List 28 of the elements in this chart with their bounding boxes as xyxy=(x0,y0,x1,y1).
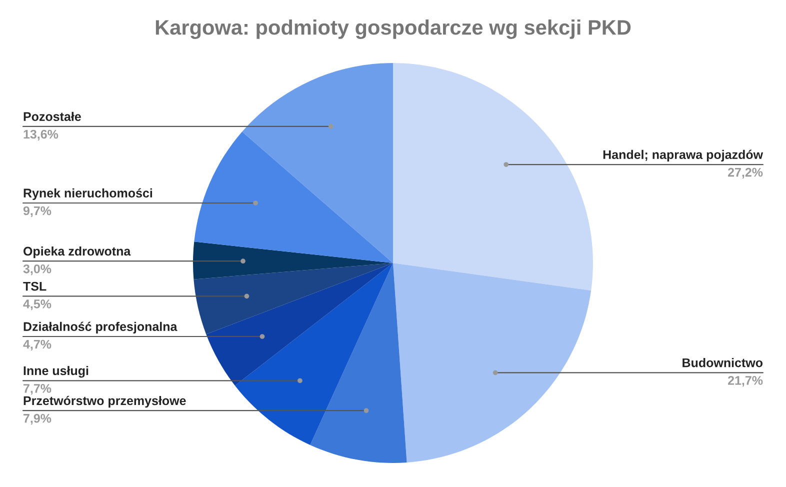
data-label: 9,7% xyxy=(23,206,52,217)
pie-slice xyxy=(193,242,393,280)
slice-label: Działalność profesjonalna xyxy=(24,322,178,334)
data-label: 13,6% xyxy=(24,130,58,140)
data-label: 21,7% xyxy=(728,376,763,387)
data-label: 27,2% xyxy=(728,168,763,179)
slice-label: Inne usługi xyxy=(24,366,88,378)
slice-label: Przetwórstwo przemysłowe xyxy=(24,396,186,408)
slice-label: TSL xyxy=(23,282,46,291)
data-label: 3,0% xyxy=(23,264,52,276)
pie-slice xyxy=(194,132,393,263)
pie-slice xyxy=(393,63,593,291)
data-label: 4,7% xyxy=(23,340,52,350)
data-label: 4,5% xyxy=(23,300,52,310)
data-label: 7,9% xyxy=(24,414,52,425)
chart-title: Kargowa: podmioty gospodarcze wg sekcji PKD xyxy=(156,19,631,39)
pie-slice xyxy=(393,263,592,463)
slice-label: Pozostałe xyxy=(24,112,81,122)
pie-slice xyxy=(206,263,393,386)
slice-label: Budownictwo xyxy=(682,358,763,368)
pie-slice xyxy=(234,263,393,446)
slice-label: Rynek nieruchomości xyxy=(24,188,152,200)
pie-slice xyxy=(194,263,393,334)
pie-slice xyxy=(310,263,407,463)
pie-slice xyxy=(242,63,393,263)
slice-label: Opieka zdrowotna xyxy=(24,246,131,258)
data-label: 7,7% xyxy=(24,384,52,395)
slice-label: Handel; naprawa pojazdów xyxy=(603,150,764,162)
